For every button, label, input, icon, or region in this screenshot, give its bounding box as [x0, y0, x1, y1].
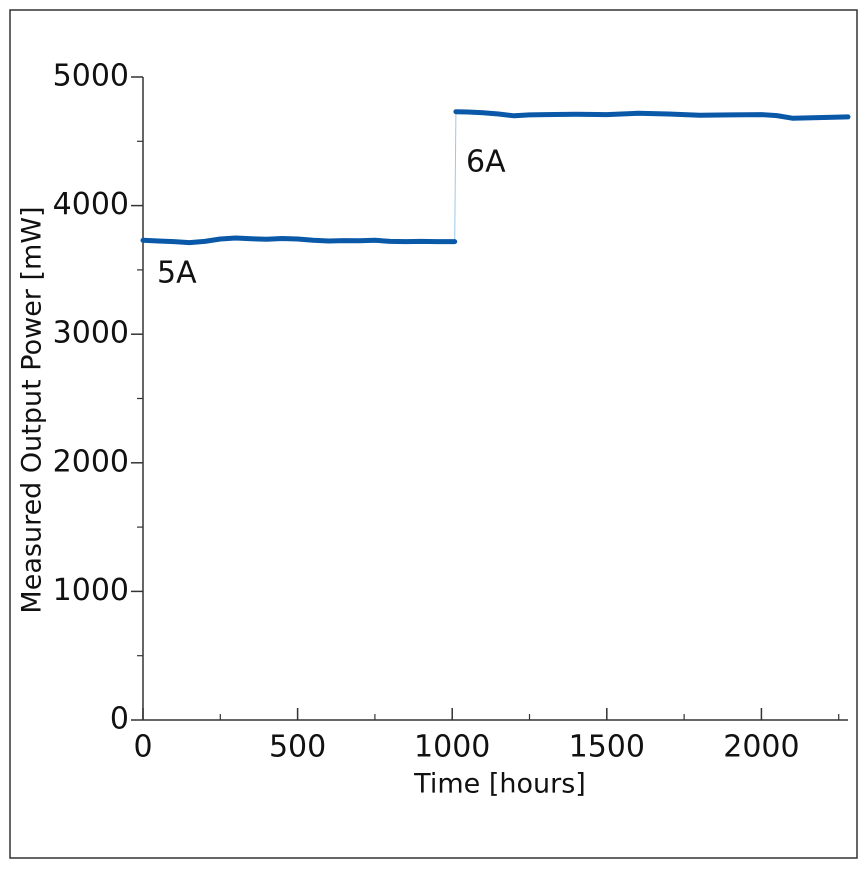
- x-tick-label: 1000: [414, 730, 490, 765]
- y-tick-label: 2000: [53, 444, 129, 479]
- y-tick-label: 4000: [53, 187, 129, 222]
- frame: [9, 9, 858, 859]
- data-line: [140, 109, 851, 246]
- x-tick-label: 1500: [569, 730, 645, 765]
- y-tick-label: 1000: [53, 573, 129, 608]
- x-axis-label: Time [hours]: [413, 769, 586, 800]
- x-tick-label: 2000: [723, 730, 799, 765]
- annotation: 6A: [466, 145, 506, 180]
- annotation: 5A: [157, 256, 197, 291]
- y-axis-label: Measured Output Power [mW]: [17, 206, 48, 613]
- y-tick-label: 5000: [53, 59, 129, 94]
- x-tick-label: 0: [133, 730, 152, 765]
- jump-connector: [454, 111, 457, 242]
- x-tick-label: 500: [269, 730, 326, 765]
- y-tick-label: 3000: [53, 316, 129, 351]
- y-tick-label: 0: [110, 702, 129, 737]
